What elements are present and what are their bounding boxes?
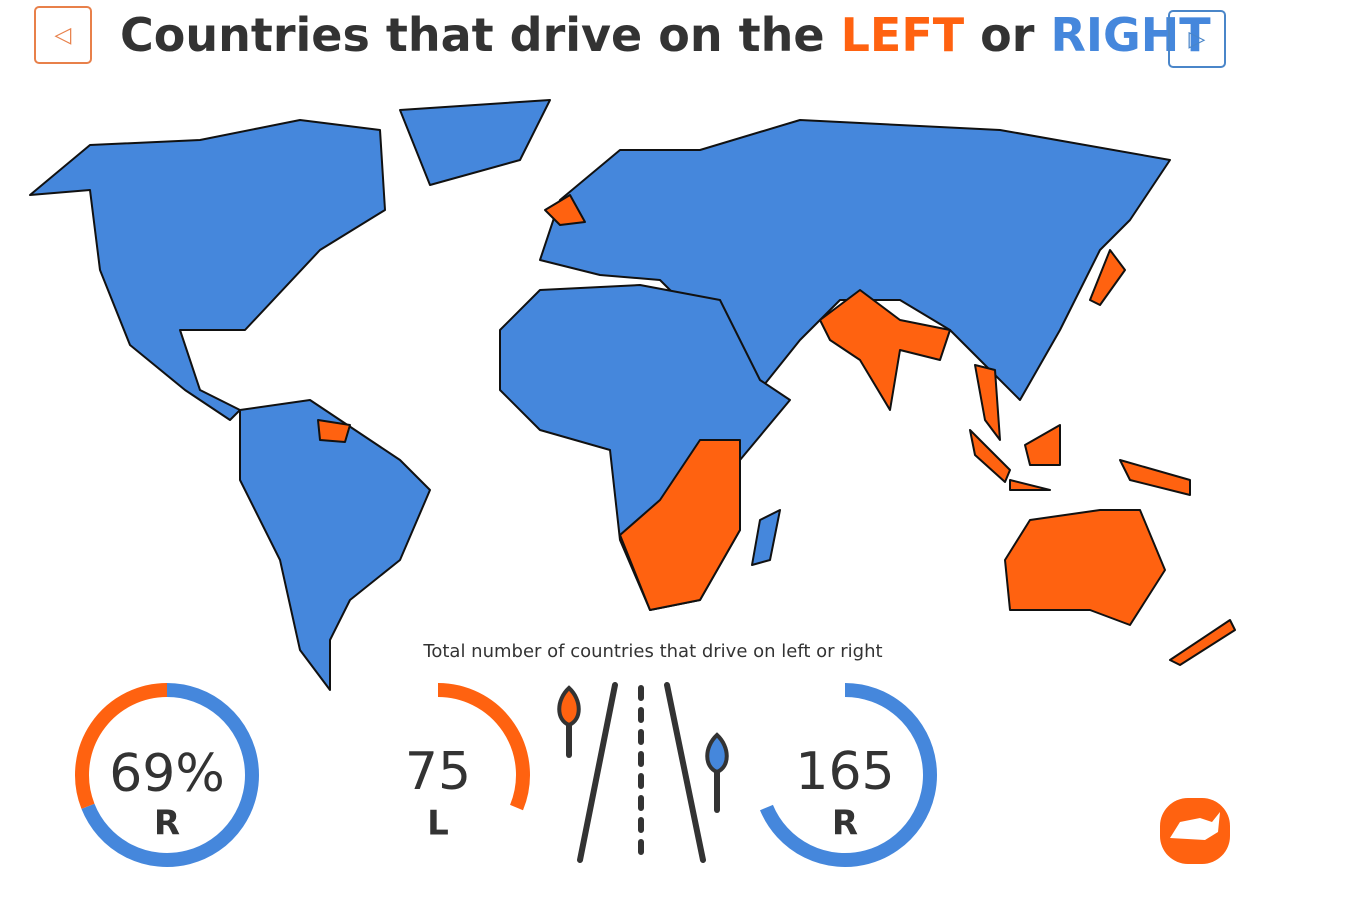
south-america [239, 399, 431, 691]
north-america [29, 119, 386, 421]
southeast-asia [974, 364, 1001, 441]
new-zealand [1169, 619, 1236, 666]
prev-button[interactable]: ◁ [34, 6, 92, 64]
title-left: LEFT [840, 8, 965, 62]
road-icon [557, 682, 729, 863]
right-side: R [832, 804, 858, 844]
australia [1004, 509, 1166, 626]
share-arc-left [75, 683, 168, 809]
southern-africa [619, 439, 741, 611]
left-count: 75 [405, 742, 471, 802]
world-map [29, 99, 1236, 691]
caption: Total number of countries that drive on … [422, 641, 882, 662]
title-prefix: Countries that drive on the [120, 8, 825, 62]
guiana [317, 419, 351, 443]
left-arc [437, 683, 530, 811]
share-side: R [154, 804, 180, 844]
right-arc [760, 683, 937, 867]
logo [1160, 798, 1230, 864]
title-or: or [980, 8, 1035, 62]
madagascar [751, 509, 781, 566]
share-label: 69% [109, 744, 225, 804]
title-right: RIGHT [1050, 8, 1211, 62]
title: Countries that drive on the LEFT or RIGH… [120, 8, 1211, 62]
left-side: L [427, 804, 449, 844]
japan [1089, 249, 1126, 306]
greenland [399, 99, 551, 186]
south-asia [819, 289, 951, 411]
right-count: 165 [795, 742, 894, 802]
indonesia [969, 424, 1191, 496]
uk [544, 194, 586, 226]
share-arc-right [81, 683, 259, 867]
next-button[interactable]: ▷ [1168, 10, 1226, 68]
